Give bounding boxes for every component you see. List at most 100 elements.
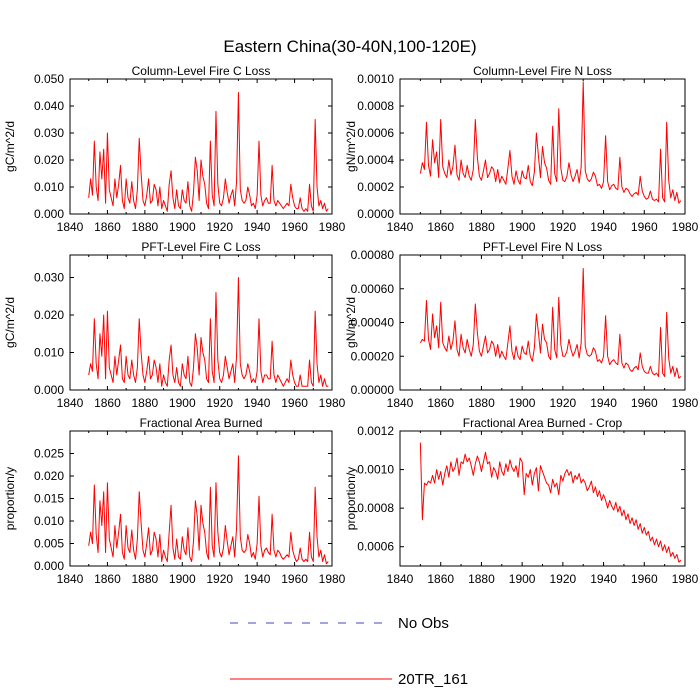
x-tick-label: 1880 [468, 572, 495, 586]
x-tick-label: 1980 [672, 572, 699, 586]
y-tick-label: 0.030 [34, 126, 64, 140]
y-tick-label: 0.020 [34, 308, 64, 322]
chart-panel-6: Fractional Area Burned - Crop 1840 1860 188… [344, 416, 699, 586]
y-tick-label: 0.00040 [351, 316, 395, 330]
x-tick-label: 1960 [631, 396, 658, 410]
y-axis-label: gN/m^2/d [344, 297, 358, 348]
x-tick-label: 1900 [169, 572, 196, 586]
legend-label-2: 20TR_161 [398, 671, 468, 688]
x-tick-label: 1960 [281, 396, 308, 410]
x-tick-label: 1960 [631, 572, 658, 586]
legend: No Obs 20TR_161 [230, 615, 468, 688]
series-line-20TR_161 [419, 268, 682, 379]
y-tick-label: 0.00060 [351, 282, 395, 296]
chart-panel-5: Fractional Area Burned 1840 1860 1880 1900 19… [3, 416, 346, 586]
x-tick-label: 1980 [319, 396, 346, 410]
y-tick-label: 0.0010 [357, 463, 394, 477]
y-tick-label: 0.0006 [357, 126, 394, 140]
y-tick-label: 0.030 [34, 271, 64, 285]
y-tick-label: 0.000 [34, 207, 64, 221]
y-axis-label: gC/m^2/d [3, 297, 17, 348]
y-tick-label: 0.0008 [357, 501, 394, 515]
plot-frame [69, 430, 333, 567]
y-tick-label: 0.020 [34, 153, 64, 167]
x-tick-label: 1840 [57, 572, 84, 586]
y-axis-label: gC/m^2/d [3, 121, 17, 172]
y-tick-label: 0.0006 [357, 540, 394, 554]
x-tick-label: 1980 [672, 220, 699, 234]
x-tick-label: 1880 [468, 220, 495, 234]
y-tick-label: 0.050 [34, 72, 64, 86]
plot-frame [399, 430, 686, 567]
x-tick-label: 1920 [550, 572, 577, 586]
y-tick-label: 0.005 [34, 537, 64, 551]
x-tick-label: 1940 [590, 220, 617, 234]
x-tick-label: 1920 [206, 220, 233, 234]
x-tick-label: 1860 [427, 572, 454, 586]
series-line-20TR_161 [88, 92, 329, 212]
x-tick-label: 1880 [132, 396, 159, 410]
y-tick-label: 0.00020 [351, 349, 395, 363]
x-tick-label: 1980 [672, 396, 699, 410]
figure-title: Eastern China(30-40N,100-120E) [223, 37, 476, 56]
x-tick-label: 1920 [550, 396, 577, 410]
x-tick-label: 1860 [94, 396, 121, 410]
x-tick-label: 1920 [206, 572, 233, 586]
x-tick-label: 1840 [387, 220, 414, 234]
panel-title: Fractional Area Burned [140, 416, 263, 430]
series-line-20TR_161 [419, 81, 682, 204]
x-tick-label: 1960 [631, 220, 658, 234]
y-tick-label: 0.025 [34, 447, 64, 461]
x-tick-label: 1900 [509, 396, 536, 410]
x-tick-label: 1960 [281, 572, 308, 586]
y-axis-label: proportion/y [3, 467, 17, 530]
y-tick-label: 0.010 [34, 514, 64, 528]
y-tick-label: 0.0008 [357, 99, 394, 113]
chart-panel-1: Column-Level Fire C Loss 1840 1860 1880 1900… [3, 64, 346, 234]
panel-title: Column-Level Fire N Loss [473, 64, 612, 78]
x-tick-label: 1940 [590, 572, 617, 586]
x-tick-label: 1980 [319, 220, 346, 234]
x-tick-label: 1840 [57, 396, 84, 410]
x-tick-label: 1900 [509, 572, 536, 586]
x-tick-label: 1880 [468, 396, 495, 410]
x-tick-label: 1940 [244, 220, 271, 234]
panel-title: PFT-Level Fire N Loss [483, 240, 602, 254]
plot-frame [399, 254, 686, 391]
y-tick-label: 0.040 [34, 99, 64, 113]
panels: Column-Level Fire C Loss 1840 1860 1880 1900… [3, 64, 699, 586]
x-tick-label: 1900 [509, 220, 536, 234]
y-tick-label: 0.010 [34, 346, 64, 360]
y-tick-label: 0.0000 [357, 207, 394, 221]
x-tick-label: 1840 [387, 396, 414, 410]
x-tick-label: 1860 [427, 220, 454, 234]
series-line-20TR_161 [88, 277, 329, 387]
y-tick-label: 0.00080 [351, 248, 395, 262]
x-tick-label: 1940 [244, 396, 271, 410]
chart-panel-3: PFT-Level Fire C Loss 1840 1860 1880 1900 192… [3, 240, 346, 410]
x-tick-label: 1880 [132, 572, 159, 586]
y-axis-label: gN/m^2/d [344, 121, 358, 172]
y-axis-label: proportion/y [344, 467, 358, 530]
y-tick-label: 0.015 [34, 492, 64, 506]
plot-frame [69, 254, 333, 391]
x-tick-label: 1900 [169, 220, 196, 234]
panel-title: PFT-Level Fire C Loss [141, 240, 260, 254]
y-tick-label: 0.020 [34, 469, 64, 483]
series-line-20TR_161 [88, 455, 329, 565]
y-tick-label: 0.000 [34, 383, 64, 397]
series-line-20TR_161 [419, 442, 682, 563]
panel-title: Fractional Area Burned - Crop [463, 416, 623, 430]
x-tick-label: 1900 [169, 396, 196, 410]
x-tick-label: 1840 [57, 220, 84, 234]
x-tick-label: 1840 [387, 572, 414, 586]
panel-title: Column-Level Fire C Loss [132, 64, 271, 78]
chart-panel-4: PFT-Level Fire N Loss 1840 1860 1880 1900 192… [344, 240, 699, 410]
y-tick-label: 0.0010 [357, 72, 394, 86]
x-tick-label: 1860 [94, 572, 121, 586]
x-tick-label: 1980 [319, 572, 346, 586]
y-tick-label: 0.000 [34, 559, 64, 573]
plot-frame [69, 78, 333, 215]
